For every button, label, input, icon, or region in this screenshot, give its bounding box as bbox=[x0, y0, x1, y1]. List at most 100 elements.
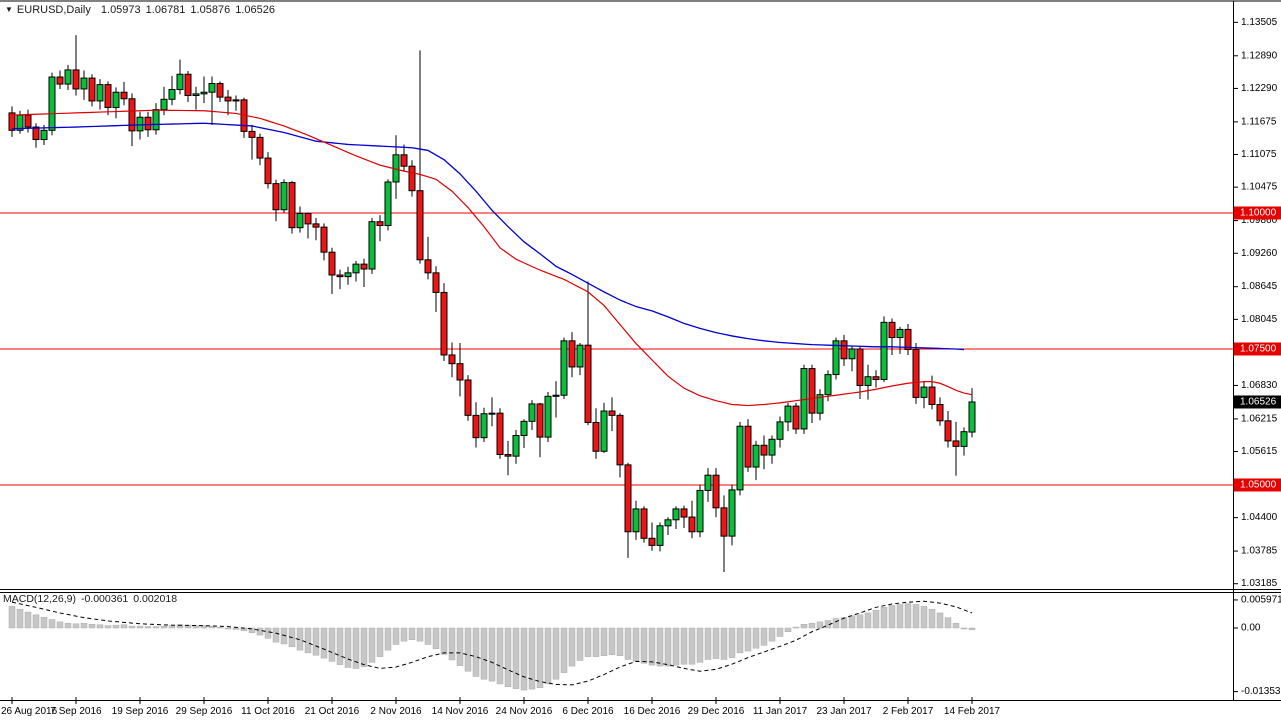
candle-body-down bbox=[872, 376, 880, 380]
macd-histogram-bar bbox=[88, 623, 96, 629]
candle-body-down bbox=[264, 157, 272, 185]
macd-histogram-bar bbox=[656, 627, 664, 667]
candle-body-up bbox=[232, 99, 240, 102]
macd-histogram-bar bbox=[960, 627, 968, 630]
candle-body-down bbox=[120, 91, 128, 100]
candle-body-down bbox=[952, 440, 960, 447]
macd-histogram-bar bbox=[952, 623, 960, 629]
price-axis[interactable] bbox=[1233, 0, 1281, 700]
candle-body-down bbox=[288, 182, 296, 229]
candle-body-up bbox=[824, 374, 832, 396]
price-tick-label: 1.12290 bbox=[1241, 83, 1278, 94]
svg-text:1.05000: 1.05000 bbox=[1240, 479, 1277, 490]
date-tick-label: 2 Feb 2017 bbox=[883, 706, 934, 717]
macd-histogram-bar bbox=[936, 612, 944, 629]
macd-tick-label: -0.013539 bbox=[1241, 686, 1281, 697]
date-tick-label: 29 Dec 2016 bbox=[688, 706, 745, 717]
date-tick-label: 11 Jan 2017 bbox=[753, 706, 808, 717]
candle-body-up bbox=[736, 425, 744, 491]
macd-histogram-bar bbox=[944, 617, 952, 629]
candle-body-down bbox=[24, 114, 32, 128]
candle-body-up bbox=[176, 73, 184, 91]
candle-body-down bbox=[608, 410, 616, 416]
candle-body-down bbox=[408, 165, 416, 192]
candle-body-up bbox=[200, 91, 208, 95]
ma-slow-blue-line[interactable] bbox=[11, 122, 965, 351]
macd-histogram-bar bbox=[16, 608, 24, 629]
macd-histogram-bar bbox=[472, 627, 480, 677]
macd-histogram-bar bbox=[168, 625, 176, 629]
hlines-layer bbox=[0, 212, 1233, 486]
candle-body-up bbox=[280, 182, 288, 211]
macd-histogram-bar bbox=[608, 627, 616, 656]
price-tick-label: 1.08045 bbox=[1241, 314, 1278, 325]
candle-body-down bbox=[440, 291, 448, 356]
macd-histogram-bar bbox=[48, 619, 56, 629]
time-axis[interactable] bbox=[0, 700, 1281, 721]
candle-body-down bbox=[416, 190, 424, 261]
candle-body-up bbox=[384, 181, 392, 227]
candle-body-up bbox=[768, 438, 776, 456]
candle-body-down bbox=[456, 363, 464, 381]
macd-histogram-bar bbox=[224, 627, 232, 630]
macd-histogram-bar bbox=[920, 606, 928, 629]
candle-body-up bbox=[344, 272, 352, 278]
candle-body-up bbox=[512, 434, 520, 457]
date-tick-label: 2 Nov 2016 bbox=[370, 706, 422, 717]
macd-histogram-bar bbox=[328, 627, 336, 662]
candle-body-up bbox=[776, 421, 784, 440]
candle-body-up bbox=[544, 395, 552, 438]
macd-histogram-bar bbox=[784, 627, 792, 633]
candle-body-up bbox=[488, 412, 496, 415]
macd-histogram-bar bbox=[504, 627, 512, 687]
candle-body-up bbox=[632, 508, 640, 533]
candle-body-down bbox=[32, 126, 40, 141]
macd-histogram-bar bbox=[552, 627, 560, 680]
macd-histogram-bar bbox=[384, 627, 392, 651]
macd-histogram-bar bbox=[432, 627, 440, 649]
macd-histogram-bar bbox=[176, 624, 184, 629]
candle-body-up bbox=[560, 340, 568, 396]
macd-histogram-bar bbox=[160, 625, 168, 629]
macd-histogram-bar bbox=[232, 627, 240, 630]
candle-body-down bbox=[912, 349, 920, 398]
macd-histogram-bar bbox=[128, 625, 136, 629]
candle-body-down bbox=[688, 516, 696, 533]
macd-histogram-bar bbox=[280, 627, 288, 645]
candle-body-up bbox=[552, 394, 560, 397]
price-tick-label: 1.10475 bbox=[1241, 182, 1278, 193]
candle-body-down bbox=[640, 508, 648, 539]
price-tick-label: 1.03185 bbox=[1241, 578, 1278, 589]
macd-histogram-bar bbox=[256, 627, 264, 636]
macd-histogram-bar bbox=[680, 627, 688, 665]
macd-histogram-bar bbox=[200, 625, 208, 629]
macd-histogram-bar bbox=[600, 627, 608, 656]
macd-histogram-bar bbox=[616, 627, 624, 656]
macd-histogram-bar bbox=[416, 627, 424, 642]
price-axis-labels: 1.13505 1.12890 1.12290 1.11675 1.11075 1.104… bbox=[1233, 17, 1278, 589]
candle-body-down bbox=[472, 414, 480, 439]
candle-body-down bbox=[128, 98, 136, 132]
date-tick-label: 29 Sep 2016 bbox=[176, 706, 233, 717]
macd-histogram-bar bbox=[368, 627, 376, 663]
macd-histogram-bar bbox=[672, 627, 680, 666]
price-tick-label: 1.11675 bbox=[1241, 116, 1277, 127]
candle-body-up bbox=[752, 444, 760, 468]
macd-histogram-bar bbox=[928, 608, 936, 629]
macd-histogram-bar bbox=[720, 627, 728, 660]
macd-tick-label: 0.005971 bbox=[1241, 594, 1281, 605]
candle-body-up bbox=[576, 344, 584, 368]
macd-histogram-bar bbox=[712, 627, 720, 659]
date-tick-label: 14 Feb 2017 bbox=[944, 706, 1001, 717]
svg-text:1.06526: 1.06526 bbox=[1240, 396, 1277, 407]
date-tick-label: 7 Sep 2016 bbox=[50, 706, 102, 717]
macd-histogram-bar bbox=[704, 627, 712, 660]
macd-panel[interactable] bbox=[8, 600, 976, 691]
candle-body-up bbox=[40, 129, 48, 141]
ma-fast-red-line[interactable] bbox=[11, 109, 973, 407]
hline-price-flag: 1.10000 bbox=[1233, 206, 1281, 220]
